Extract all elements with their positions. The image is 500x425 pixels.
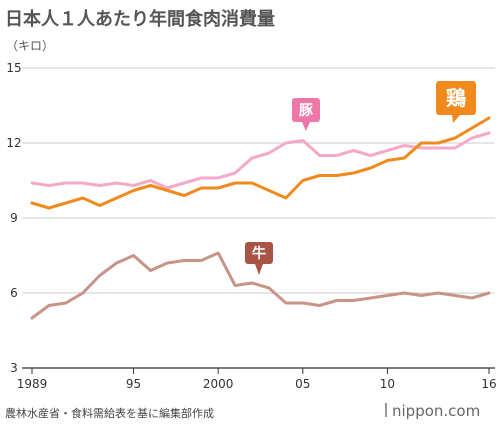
series-line-chicken [30, 116, 491, 210]
series-label-text: 豚 [299, 103, 314, 119]
x-tick-label: 16 [481, 377, 496, 391]
source-note: 農林水産省・食料需給表を基に編集部作成 [5, 407, 214, 420]
chart-title: 日本人１人あたり年間食肉消費量 [5, 9, 275, 30]
x-tick-label: 95 [126, 377, 141, 391]
series-line-pork [30, 131, 491, 190]
y-axis-unit-label: （キロ） [6, 39, 55, 53]
grid-lines [22, 67, 495, 294]
series-label-box [436, 81, 476, 115]
series-label-pointer [302, 122, 310, 131]
series-labels: 豚 鶏牛 [245, 81, 476, 275]
x-tick-label: 05 [295, 377, 310, 391]
x-tick-label: 10 [380, 377, 395, 391]
series-lines [30, 116, 491, 320]
series-label-beef: 牛 [245, 242, 273, 275]
y-tick-label: 12 [6, 136, 21, 150]
series-label-chicken: 鶏 [436, 81, 476, 123]
series-label-box [245, 242, 273, 264]
y-tick-label: 9 [10, 211, 18, 225]
series-label-text: 牛 [252, 245, 266, 262]
x-tick-label: 1989 [17, 377, 48, 391]
brand-name: nippon.com [392, 402, 481, 420]
x-tick-label: 2000 [203, 377, 234, 391]
brand-mark-icon [385, 403, 387, 417]
brand-logo: nippon.com [385, 402, 480, 420]
y-tick-label: 6 [10, 286, 18, 300]
axes: 3 6 9 12 15 1989 95 2000 05 10 16 [6, 61, 496, 391]
series-label-pork: 豚 [292, 98, 320, 131]
y-tick-label: 3 [10, 361, 18, 375]
series-line-beef [30, 251, 491, 320]
series-label-box [292, 98, 320, 122]
y-tick-label: 15 [6, 61, 21, 75]
series-label-pointer [255, 264, 263, 275]
series-label-pointer [452, 115, 460, 123]
series-label-text: 鶏 [446, 86, 466, 110]
